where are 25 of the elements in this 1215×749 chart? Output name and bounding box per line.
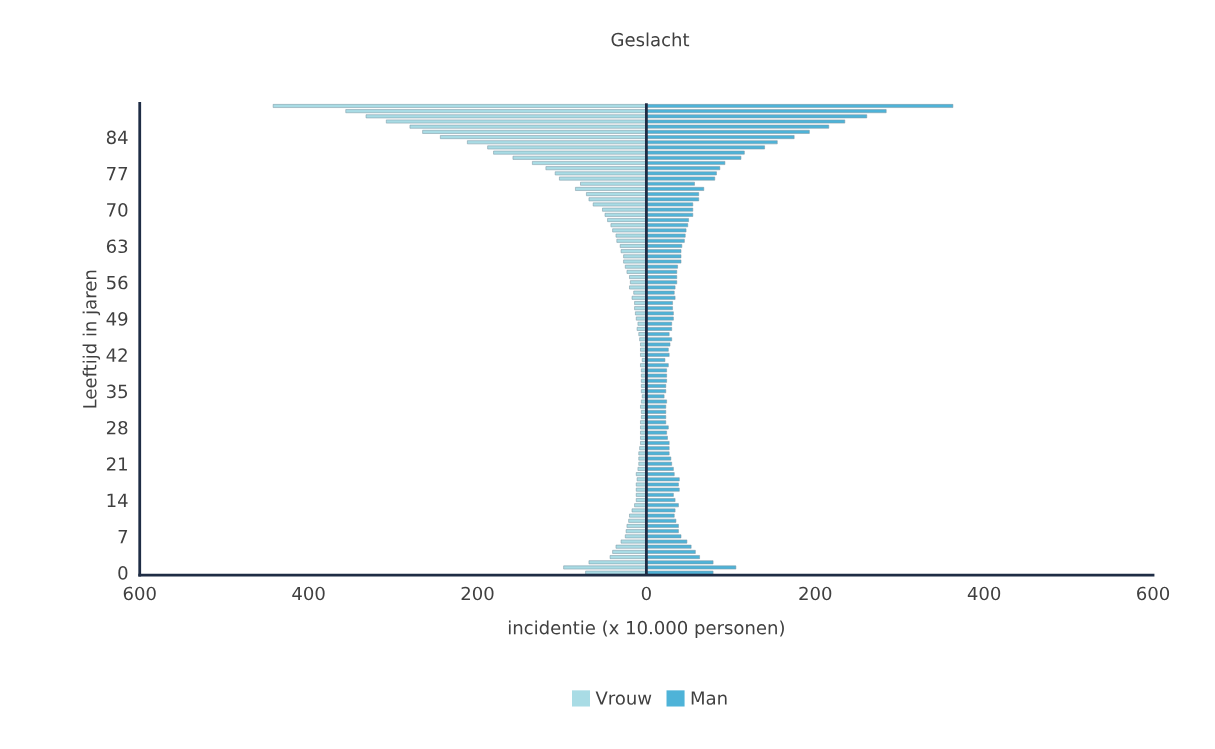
y-tick-label: 0 xyxy=(118,566,128,580)
x-tick-label: 200 xyxy=(799,586,832,601)
x-tick-label: 600 xyxy=(123,586,156,601)
y-tick-label: 7 xyxy=(118,530,128,544)
x-tick-label: 200 xyxy=(461,586,494,601)
legend-label: Vrouw xyxy=(595,691,652,705)
y-axis-title: Leeftijd in jaren xyxy=(82,270,101,408)
x-tick-label: 400 xyxy=(292,586,325,601)
y-tick-label: 35 xyxy=(107,384,128,399)
chart-title: Geslacht xyxy=(611,32,690,47)
y-tick-label: 70 xyxy=(107,203,128,217)
legend-label: Man xyxy=(691,691,727,705)
x-axis-title: incidentie (x 10.000 personen) xyxy=(508,620,784,638)
x-tick-label: 600 xyxy=(1137,586,1170,601)
y-tick-label: 77 xyxy=(107,167,128,181)
y-tick-label: 49 xyxy=(106,312,128,326)
y-tick-label: 28 xyxy=(106,420,128,435)
y-tick-label: 42 xyxy=(106,348,127,362)
y-tick-label: 84 xyxy=(106,130,128,145)
x-tick-label: 400 xyxy=(967,586,1001,601)
y-tick-label: 21 xyxy=(106,457,127,471)
y-tick-label: 63 xyxy=(106,239,128,254)
x-tick-label: 0 xyxy=(641,586,651,601)
y-tick-label: 14 xyxy=(107,493,128,507)
y-tick-label: 56 xyxy=(107,275,128,290)
